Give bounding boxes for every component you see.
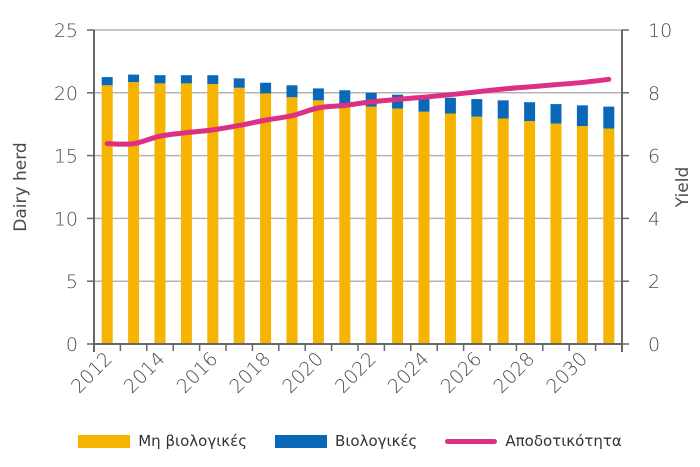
bar-organic-2029	[550, 104, 562, 124]
bar-organic-2015	[180, 75, 192, 84]
y-tick-label: 10	[54, 208, 78, 230]
y-tick-label: 15	[54, 146, 78, 168]
bar-non-organic-2028	[524, 121, 536, 344]
bar-organic-2012	[101, 77, 113, 86]
bar-organic-2030	[576, 105, 588, 127]
bar-organic-2016	[207, 75, 219, 85]
bar-organic-2025	[444, 97, 456, 114]
bar-organic-2020	[312, 88, 324, 101]
y2-tick-label: 2	[648, 271, 660, 293]
y2-tick-label: 6	[648, 146, 660, 168]
bar-non-organic-2031	[603, 128, 615, 344]
y2-tick-label: 0	[648, 334, 660, 356]
bar-organic-2013	[128, 74, 140, 83]
bar-non-organic-2014	[154, 83, 166, 344]
bar-non-organic-2013	[128, 82, 140, 345]
bar-organic-2014	[154, 75, 166, 84]
legend-swatch-organic	[275, 434, 328, 448]
bar-non-organic-2019	[286, 97, 298, 344]
legend-swatch-yield	[445, 438, 498, 444]
x-tick-label: 2014	[120, 348, 170, 398]
x-tick-label: 2026	[437, 348, 487, 398]
y-axis-title: Dairy herd	[11, 142, 31, 231]
bar-non-organic-2015	[180, 83, 192, 344]
bar-non-organic-2016	[207, 84, 219, 345]
y2-axis-title: Yield	[673, 167, 693, 208]
legend-label-non-organic: Μη βιολογικές	[138, 432, 248, 450]
bar-organic-2027	[497, 100, 509, 119]
bar-organic-2031	[603, 106, 615, 129]
yield-line	[104, 76, 612, 147]
legend-item-organic: Βιολογικές	[275, 432, 417, 450]
bar-non-organic-2018	[260, 93, 272, 344]
y-tick-label: 20	[54, 83, 78, 105]
y2-tick-label: 4	[648, 208, 660, 230]
x-tick-label: 2020	[278, 348, 328, 398]
x-tick-label: 2018	[225, 348, 275, 398]
bar-non-organic-2012	[101, 85, 113, 344]
bar-non-organic-2026	[471, 116, 483, 344]
y-tick-label: 5	[66, 271, 78, 293]
bar-non-organic-2029	[550, 123, 562, 345]
bar-non-organic-2027	[497, 118, 509, 344]
legend-label-yield: Αποδοτικότητα	[505, 432, 622, 450]
bar-non-organic-2030	[576, 126, 588, 344]
bar-organic-2028	[524, 102, 536, 122]
y2-tick-label: 8	[648, 83, 660, 105]
bar-non-organic-2017	[233, 87, 245, 344]
y2-tick-label: 10	[648, 20, 672, 42]
bar-organic-2018	[260, 82, 272, 94]
bar-non-organic-2021	[339, 104, 351, 345]
y-tick-label: 0	[66, 334, 78, 356]
legend-item-non-organic: Μη βιολογικές	[78, 432, 247, 450]
x-tick-label: 2022	[331, 348, 381, 398]
bar-organic-2026	[471, 99, 483, 117]
legend-item-yield: Αποδοτικότητα	[445, 432, 622, 450]
y-tick-label: 25	[54, 20, 78, 42]
bar-non-organic-2023	[392, 108, 404, 344]
bar-non-organic-2022	[365, 106, 377, 344]
bar-organic-2024	[418, 96, 430, 112]
bars	[101, 74, 615, 345]
bar-organic-2019	[286, 85, 298, 98]
x-tick-label: 2028	[489, 348, 539, 398]
axes	[87, 29, 629, 352]
bar-non-organic-2024	[418, 111, 430, 344]
x-tick-label: 2030	[542, 348, 592, 398]
yield-line-group	[104, 76, 612, 147]
gridlines	[94, 29, 622, 282]
legend-label-organic: Βιολογικές	[335, 432, 418, 450]
bar-organic-2017	[233, 78, 245, 88]
legend: Μη βιολογικές Βιολογικές Αποδοτικότητα	[0, 432, 700, 450]
bar-non-organic-2025	[444, 113, 456, 344]
bar-organic-2021	[339, 90, 351, 105]
bar-non-organic-2020	[312, 100, 324, 344]
legend-swatch-non-organic	[78, 434, 131, 448]
x-tick-label: 2024	[384, 348, 434, 398]
x-tick-label: 2016	[173, 348, 223, 398]
